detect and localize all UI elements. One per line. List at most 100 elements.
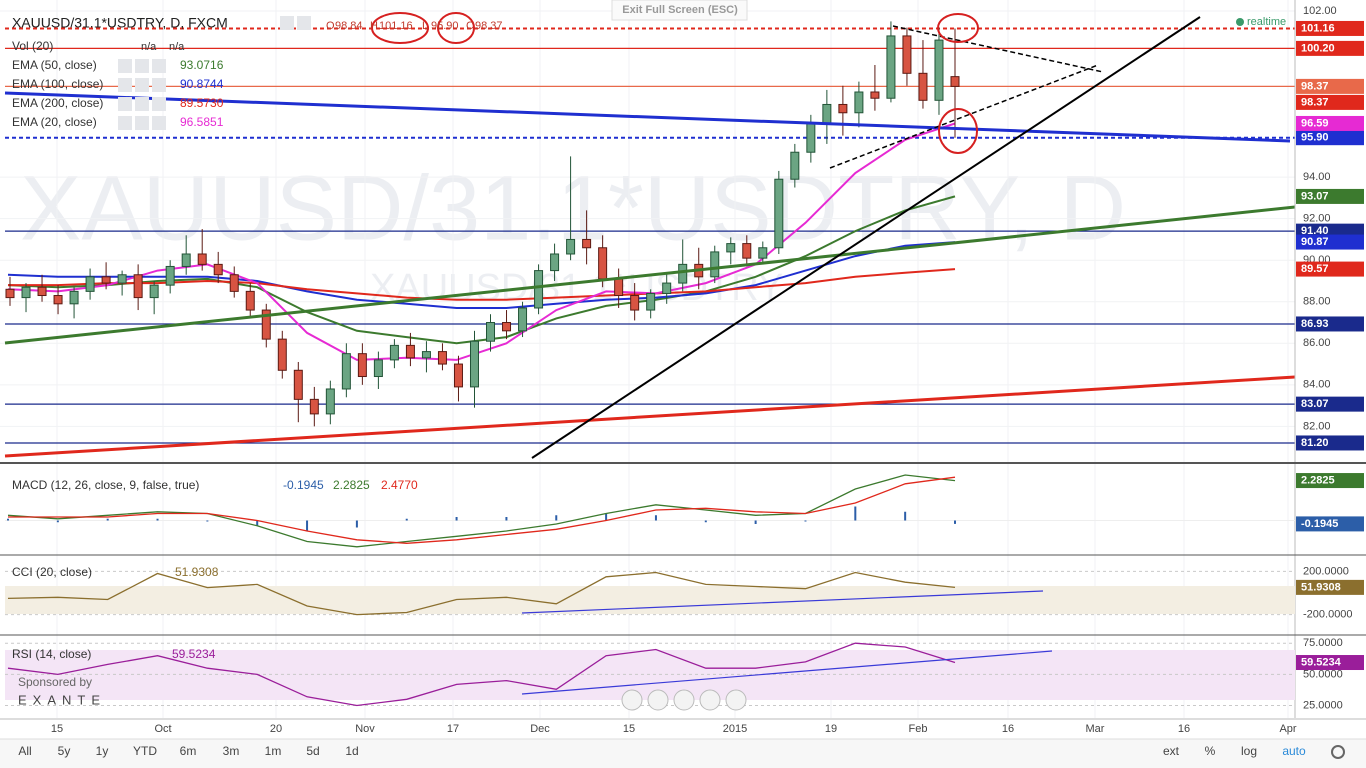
y-tick-label: 25.0000 [1303,699,1343,711]
candle-body [934,39,944,101]
candle-body [405,344,415,359]
legend-icon [152,78,166,92]
candle-body [293,369,303,400]
chart-title: XAUUSD/31.1*USDTRY, D, FXCM [12,15,228,31]
candle-body [357,353,367,378]
histogram-bar [256,520,259,526]
price-badge [1296,188,1364,204]
candle-body [373,359,383,378]
y-tick-label: 94.00 [1303,171,1331,183]
range-button[interactable]: All [18,744,31,758]
candle-body [21,286,31,299]
volume-label: Vol (20) [12,39,53,53]
ohlc-value: 95.90 [431,20,459,32]
legend-label: EMA (200, close) [12,96,103,110]
range-button[interactable]: 1y [96,744,109,758]
nav-button[interactable] [647,689,669,711]
trend-line [4,375,1296,458]
x-tick-label: Feb [909,723,928,735]
candle-body [758,247,768,259]
indicator-value: 2.2825 [333,478,370,492]
histogram-bar [206,520,209,522]
exit-box[interactable] [611,0,748,21]
realtime-dot [1236,18,1244,26]
histogram-bar [704,520,707,523]
price-badge-label: 95.90 [1301,132,1329,144]
nav-button[interactable] [673,689,695,711]
indicator-title: RSI (14, close) [12,647,91,661]
range-button[interactable]: 5d [306,744,319,758]
x-tick-label: 19 [825,723,837,735]
legend-label: EMA (50, close) [12,58,97,72]
legend-icon [152,97,166,111]
range-button[interactable]: YTD [133,744,157,758]
x-tick-label: Apr [1279,723,1296,735]
range-button[interactable]: 3m [223,744,240,758]
legend-value: 96.5851 [180,115,224,129]
option-button[interactable]: ext [1163,744,1180,758]
trend-line [521,650,1053,695]
ohlc-name: H [370,20,378,32]
price-badge [1296,261,1364,277]
candle-body [309,398,319,415]
indicator-value: -0.1945 [283,478,324,492]
histogram-bar [954,520,956,524]
x-tick-label: 16 [1178,723,1190,735]
candle-body [614,278,624,297]
legend-value: 93.0716 [180,58,224,72]
price-badge-label: 101.16 [1301,22,1335,34]
candle-body [886,35,896,99]
option-button[interactable]: log [1241,744,1257,758]
ohlc-name: C [466,20,474,32]
candle-body [566,238,576,255]
y-tick-label: 200.0000 [1303,565,1349,577]
price-badge-label: 90.87 [1301,236,1329,248]
histogram-bar [56,520,59,523]
price-badge-label: 98.37 [1301,96,1329,108]
price-badge [1296,234,1364,250]
candle-body [245,290,255,311]
range-button[interactable]: 5y [58,744,71,758]
y-tick-label: 84.00 [1303,379,1331,391]
legend-label: EMA (20, close) [12,115,97,129]
x-tick-label: 16 [1002,723,1014,735]
trend-line [531,16,1201,459]
x-tick-label: 17 [447,723,459,735]
candle-body [710,251,720,278]
price-badge-label: 86.93 [1301,318,1329,330]
histogram-bar [904,511,907,521]
indicator-value: 2.4770 [381,478,418,492]
price-badge [1296,94,1364,110]
range-button[interactable]: 1m [265,744,282,758]
candle-body [453,363,463,388]
nav-button[interactable] [699,689,721,711]
ohlc-value: 101.16 [379,20,413,32]
legend-icon [135,59,149,73]
histogram-bar [156,518,159,521]
candle-body [582,238,592,249]
price-badge [1296,579,1364,595]
range-button[interactable]: 6m [180,744,197,758]
sponsor-text: Sponsored by [18,675,92,689]
exit-fullscreen[interactable]: Exit Full Screen (ESC) [622,4,738,16]
histogram-bar [106,518,109,521]
nav-button[interactable] [725,689,747,711]
candle-body [550,253,560,272]
settings-button[interactable] [1331,745,1345,759]
price-badge-label: 93.07 [1301,190,1329,202]
sponsor-brand: EXANTE [18,692,106,707]
nav-button[interactable] [621,689,643,711]
price-badge-label: 2.2825 [1301,474,1335,486]
range-button[interactable]: 1d [345,744,358,758]
price-badge-label: 98.37 [1301,80,1329,92]
indicator-value: 59.5234 [172,647,216,661]
candle-body [53,295,63,305]
histogram-bar [306,520,309,531]
ohlc-name: O [326,20,335,32]
option-button[interactable]: % [1205,744,1216,758]
indicator-title: MACD (12, 26, close, 9, false, true) [12,478,199,492]
price-badge [1296,435,1364,451]
option-button[interactable]: auto [1282,744,1306,758]
annotation-circle [437,12,475,44]
price-badge [1296,115,1364,131]
